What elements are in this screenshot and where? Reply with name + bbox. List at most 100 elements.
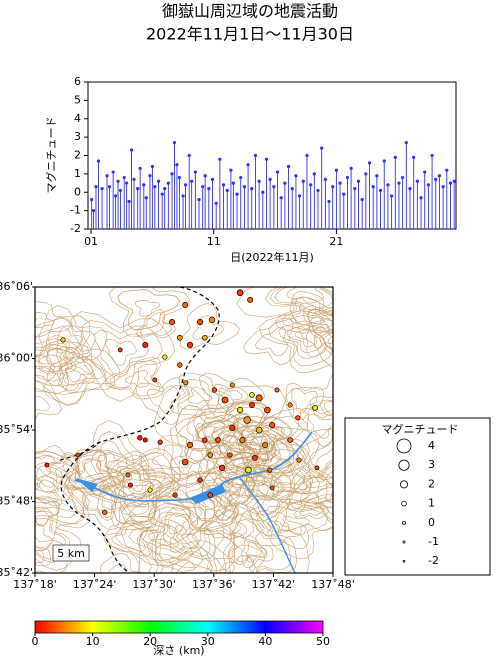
legend-label: -2 xyxy=(428,554,439,567)
epicenter xyxy=(75,452,81,458)
contour xyxy=(289,296,333,368)
colorbar-label: 深さ (km) xyxy=(153,644,204,657)
epicenter xyxy=(176,334,183,341)
epicenter xyxy=(202,437,208,443)
stem-dot xyxy=(122,175,126,180)
contour xyxy=(299,498,324,516)
epicenter xyxy=(239,437,246,444)
contour xyxy=(267,520,290,537)
stem-dot xyxy=(434,177,438,181)
y-tick-label: 4 xyxy=(74,112,81,125)
stem-dot xyxy=(371,185,375,189)
chart-title: 御嶽山周辺域の地震活動 xyxy=(162,2,338,21)
colorbar-tick-label: 30 xyxy=(201,635,215,648)
stem xyxy=(239,175,243,229)
stem xyxy=(105,174,109,229)
contour xyxy=(243,317,298,366)
stem xyxy=(386,183,390,229)
contour xyxy=(215,435,246,456)
stem xyxy=(177,175,181,229)
legend-symbol xyxy=(402,540,406,544)
contour xyxy=(248,453,308,498)
contour xyxy=(227,518,292,573)
stem-dot xyxy=(114,194,118,198)
stem xyxy=(298,194,302,229)
contour xyxy=(169,524,198,553)
contour xyxy=(236,287,333,334)
colorbar-tick-label: 20 xyxy=(143,635,157,648)
stem-dot xyxy=(331,185,335,189)
stem xyxy=(253,153,258,229)
scale-label: 5 km xyxy=(57,547,85,560)
contour xyxy=(151,444,190,469)
contour xyxy=(115,502,204,568)
colorbar-tick-label: 10 xyxy=(86,635,100,648)
epicenter xyxy=(287,402,293,408)
stem-dot xyxy=(144,196,148,200)
stem xyxy=(320,146,324,229)
legend-label: 4 xyxy=(428,439,435,452)
stem xyxy=(309,183,313,229)
contour xyxy=(61,448,126,490)
contour xyxy=(299,407,333,447)
stem-dot xyxy=(382,159,386,163)
contour xyxy=(255,510,307,546)
epicenter xyxy=(125,472,131,478)
stem-dot xyxy=(275,170,280,174)
stem-dot xyxy=(239,175,243,180)
contour xyxy=(236,437,320,495)
contour xyxy=(227,462,258,482)
contour xyxy=(128,511,194,560)
stem-dot xyxy=(445,168,449,172)
stem-dot xyxy=(100,186,104,191)
contour xyxy=(223,512,298,573)
stem xyxy=(111,170,115,229)
contour xyxy=(306,308,333,351)
stem xyxy=(129,148,134,229)
contour xyxy=(42,347,116,405)
contour xyxy=(232,416,293,462)
stem xyxy=(122,175,126,229)
stem-dot xyxy=(401,175,405,180)
stem-dot xyxy=(437,174,442,178)
stem xyxy=(434,177,438,229)
stem xyxy=(441,185,445,229)
legend-symbol xyxy=(402,520,406,525)
colorbar xyxy=(34,620,324,634)
stem xyxy=(91,209,96,229)
contour xyxy=(291,388,318,414)
stem-dot xyxy=(181,194,185,198)
epicenter xyxy=(44,462,50,468)
contour xyxy=(245,450,312,501)
stem xyxy=(448,181,453,229)
stem xyxy=(323,177,327,229)
y-tick-label: 35˚54' xyxy=(0,423,33,436)
epicenter xyxy=(202,334,208,341)
contour xyxy=(265,505,328,549)
stem-dot xyxy=(235,192,239,196)
stem xyxy=(445,168,449,229)
contour xyxy=(35,342,74,372)
stem-dot xyxy=(132,177,136,181)
contour xyxy=(35,312,55,328)
stem xyxy=(127,199,131,229)
stem xyxy=(187,153,191,229)
stem xyxy=(90,198,94,229)
epicenter xyxy=(243,416,251,424)
stem-dot xyxy=(91,209,96,213)
epicenter xyxy=(255,394,263,402)
stem-dot xyxy=(172,141,177,145)
epicenter xyxy=(137,435,143,441)
contour xyxy=(35,496,82,571)
stem xyxy=(367,161,372,229)
legend-title: マグニチュード xyxy=(382,422,459,436)
contour xyxy=(320,317,333,338)
stem xyxy=(261,190,265,229)
stem-dot xyxy=(268,177,272,181)
stem xyxy=(235,192,239,229)
stem xyxy=(290,186,294,229)
stem xyxy=(382,159,386,229)
stem-dot xyxy=(242,185,246,189)
y-tick-label: 35˚42' xyxy=(0,566,33,579)
epicenter xyxy=(186,441,194,449)
